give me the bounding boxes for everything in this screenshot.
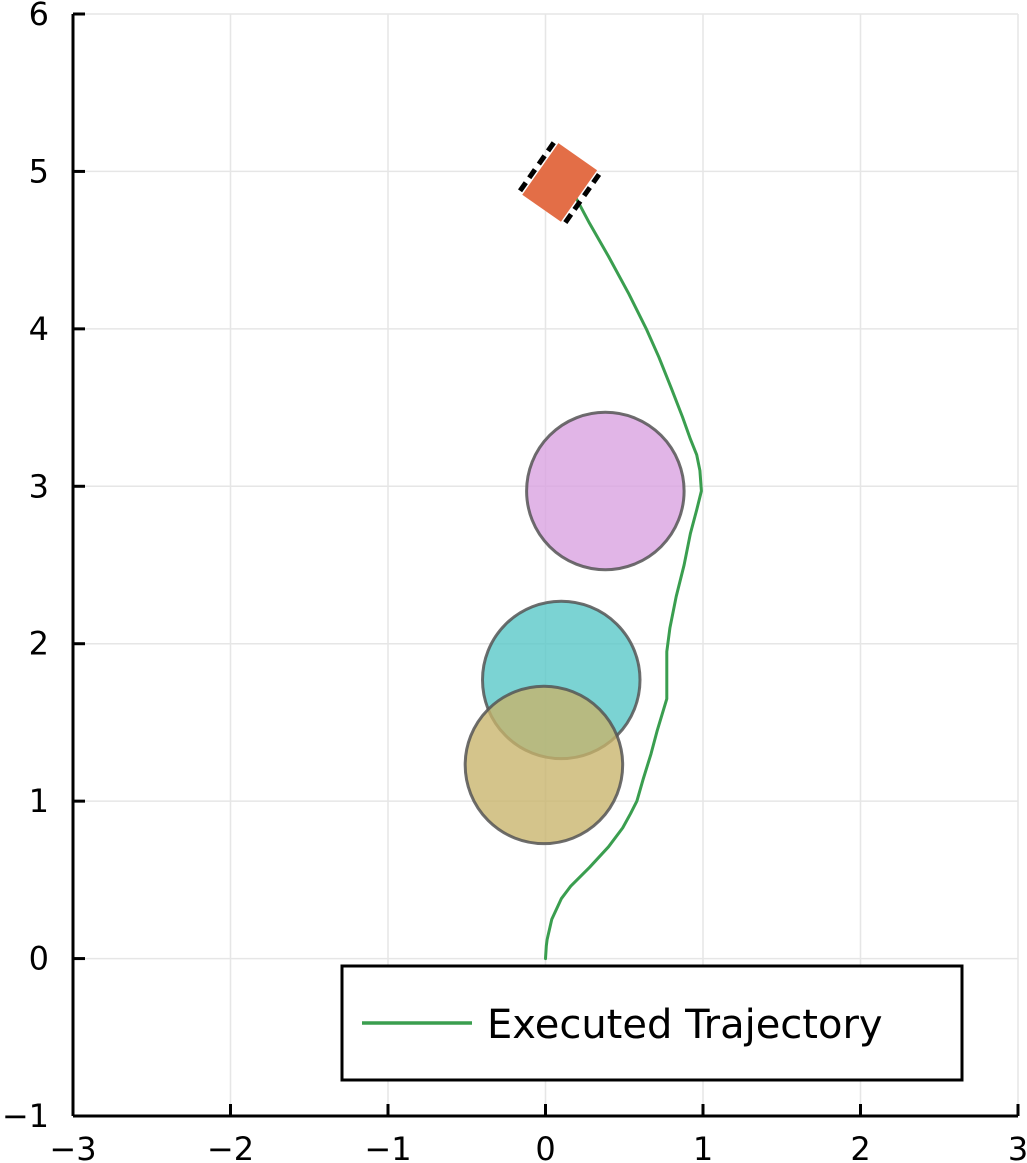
trajectory-layer bbox=[544, 177, 703, 961]
x-tick-label: 1 bbox=[693, 1130, 713, 1163]
robot-wheel bbox=[563, 199, 583, 224]
legend: Executed Trajectory bbox=[340, 964, 964, 1082]
robot-body bbox=[522, 143, 598, 222]
x-tick-label: 3 bbox=[1008, 1130, 1027, 1163]
y-tick-label: 3 bbox=[29, 467, 49, 505]
y-tick-label: 0 bbox=[29, 940, 49, 978]
series-line-executed-trajectory bbox=[544, 177, 703, 961]
robot-marker bbox=[518, 140, 602, 224]
obstacle-layer bbox=[463, 410, 686, 846]
y-tick-label: 5 bbox=[29, 152, 49, 190]
x-tick-label: 2 bbox=[850, 1130, 870, 1163]
y-tick-label: 4 bbox=[29, 310, 49, 348]
robot-wheel bbox=[536, 140, 557, 166]
y-tick-label: 2 bbox=[29, 625, 49, 663]
x-tick-label: −1 bbox=[364, 1130, 411, 1163]
y-tick-label: 1 bbox=[29, 782, 49, 820]
robot-wheel bbox=[582, 172, 602, 198]
robot-wheel bbox=[518, 167, 538, 193]
legend-label-executed-trajectory: Executed Trajectory bbox=[487, 1002, 883, 1048]
robot-layer bbox=[518, 140, 602, 224]
obstacle-circle-1 bbox=[525, 410, 686, 572]
obstacle-circle-3 bbox=[463, 684, 625, 846]
x-tick-label: −2 bbox=[207, 1130, 254, 1163]
x-tick-label: −3 bbox=[49, 1130, 96, 1163]
y-tick-label: −1 bbox=[2, 1097, 49, 1135]
y-tick-label: 6 bbox=[29, 0, 49, 33]
x-tick-label: 0 bbox=[535, 1130, 555, 1163]
